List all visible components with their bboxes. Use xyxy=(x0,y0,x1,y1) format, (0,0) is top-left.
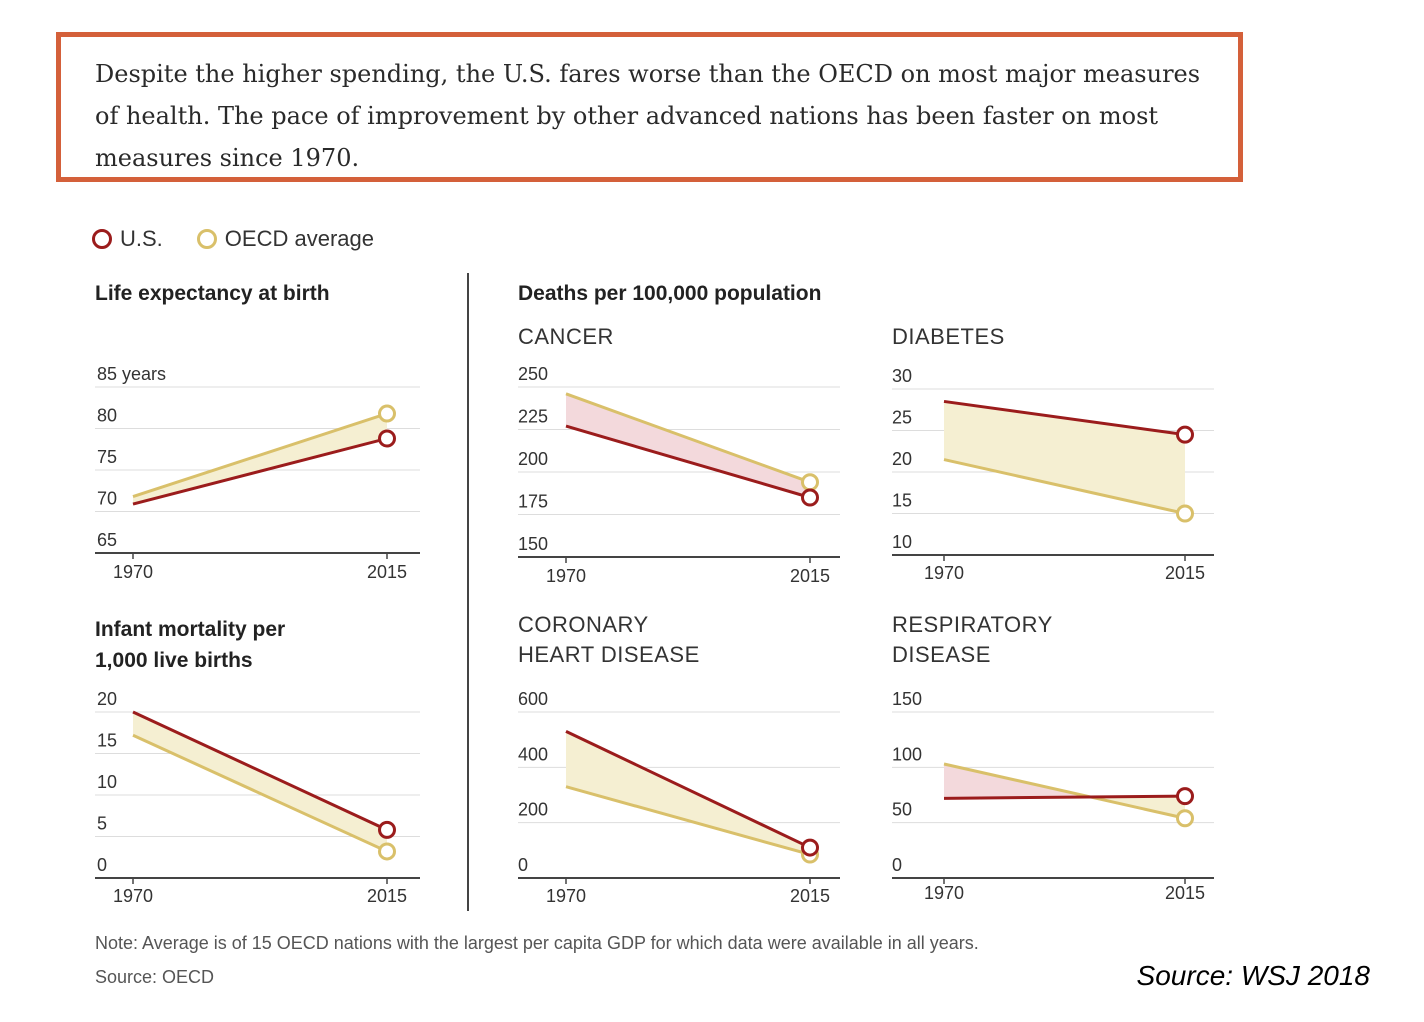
diabetes-oecd-point xyxy=(1176,504,1194,523)
coronary-us-point xyxy=(801,838,819,857)
infant-gap-area xyxy=(133,712,387,852)
diabetes-oecd-line xyxy=(943,458,1186,515)
infant-xtick-label: 2015 xyxy=(367,886,407,906)
diabetes-gap-area xyxy=(944,401,1185,514)
respiratory-ytick-label: 150 xyxy=(892,689,922,709)
subheading-coronary-line2: HEART DISEASE xyxy=(518,642,700,667)
legend-item-oecd: OECD average xyxy=(196,226,374,252)
infant-oecd-line xyxy=(132,733,388,853)
diabetes-us-line xyxy=(943,399,1186,437)
life-xtick-label: 2015 xyxy=(367,562,407,582)
callout-box: Despite the higher spending, the U.S. fa… xyxy=(56,32,1243,182)
respiratory-xtick-label: 2015 xyxy=(1165,883,1205,903)
legend-item-us: U.S. xyxy=(92,226,163,252)
cancer-oecd-point xyxy=(801,473,819,492)
diabetes-us-point xyxy=(1176,425,1194,444)
cancer-ytick-label: 225 xyxy=(518,407,548,427)
panel-divider xyxy=(467,273,469,911)
infant-oecd-point xyxy=(378,842,396,861)
legend: U.S. OECD average xyxy=(92,226,408,252)
respiratory-oecd-line xyxy=(943,762,1186,820)
diabetes-ytick-label: 20 xyxy=(892,449,912,469)
diabetes-ytick-label: 15 xyxy=(892,491,912,511)
life-oecd-point xyxy=(378,404,396,423)
cancer-xtick-label: 1970 xyxy=(546,566,586,586)
life-xtick-label: 1970 xyxy=(113,562,153,582)
diabetes-ytick-label: 30 xyxy=(892,366,912,386)
life-ytick-label: 80 xyxy=(97,406,117,426)
respiratory-ytick-label: 100 xyxy=(892,744,922,764)
cancer-ytick-label: 175 xyxy=(518,492,548,512)
legend-label-oecd: OECD average xyxy=(224,226,374,251)
subheading-respiratory-line1: RESPIRATORY xyxy=(892,612,1053,637)
legend-label-us: U.S. xyxy=(120,226,163,251)
heading-infant-line1: Infant mortality per xyxy=(95,618,286,641)
respiratory-oecd-point xyxy=(1176,809,1194,828)
respiratory-ytick-label: 50 xyxy=(892,800,912,820)
diabetes-xtick-label: 2015 xyxy=(1165,563,1205,583)
heading-infant-line2: 1,000 live births xyxy=(95,649,253,672)
respiratory-ytick-label: 0 xyxy=(892,855,902,875)
cancer-ytick-label: 150 xyxy=(518,534,548,554)
respiratory-us-line xyxy=(943,794,1186,800)
coronary-oecd-line xyxy=(565,785,811,856)
respiratory-xtick-label: 1970 xyxy=(924,883,964,903)
coronary-xtick-label: 2015 xyxy=(790,886,830,906)
infant-ytick-label: 10 xyxy=(97,772,117,792)
infant-ytick-label: 15 xyxy=(97,731,117,751)
infant-ytick-label: 0 xyxy=(97,855,107,875)
life-oecd-line xyxy=(132,412,388,498)
cancer-gap-area xyxy=(566,393,810,498)
infant-ytick-label: 20 xyxy=(97,689,117,709)
coronary-ytick-label: 400 xyxy=(518,744,548,764)
us-marker-icon xyxy=(92,229,112,249)
infant-us-line xyxy=(132,710,388,832)
footnote: Note: Average is of 15 OECD nations with… xyxy=(95,933,979,953)
coronary-gap-area xyxy=(566,731,810,855)
coronary-us-line xyxy=(565,730,811,849)
cancer-xtick-label: 2015 xyxy=(790,566,830,586)
subheading-diabetes: DIABETES xyxy=(892,324,1005,349)
diabetes-xtick-label: 1970 xyxy=(924,563,964,583)
heading-life-expectancy: Life expectancy at birth xyxy=(95,282,330,305)
callout-text: Despite the higher spending, the U.S. fa… xyxy=(95,60,1201,172)
cancer-us-line xyxy=(565,424,811,499)
infant-xtick-label: 1970 xyxy=(113,886,153,906)
coronary-ytick-label: 600 xyxy=(518,689,548,709)
credit-note: Source: WSJ 2018 xyxy=(1136,960,1370,991)
heading-deaths: Deaths per 100,000 population xyxy=(518,282,822,305)
oecd-marker-icon xyxy=(196,229,217,249)
coronary-ytick-label: 0 xyxy=(518,855,528,875)
source-note: Source: OECD xyxy=(95,967,215,987)
cancer-oecd-line xyxy=(565,392,811,484)
respiratory-us-point xyxy=(1176,787,1194,806)
infant-ytick-label: 5 xyxy=(97,814,107,834)
life-ytick-label: 85 years xyxy=(97,364,166,384)
subheading-cancer: CANCER xyxy=(518,324,614,349)
diabetes-ytick-label: 25 xyxy=(892,408,912,428)
cancer-ytick-label: 200 xyxy=(518,449,548,469)
infant-us-point xyxy=(378,820,396,839)
diabetes-ytick-label: 10 xyxy=(892,532,912,552)
cancer-ytick-label: 250 xyxy=(518,364,548,384)
coronary-xtick-label: 1970 xyxy=(546,886,586,906)
cancer-us-point xyxy=(801,488,819,507)
life-ytick-label: 65 xyxy=(97,530,117,550)
subheading-coronary-line1: CORONARY xyxy=(518,612,649,637)
life-ytick-label: 75 xyxy=(97,447,117,467)
coronary-ytick-label: 200 xyxy=(518,800,548,820)
life-gap-area xyxy=(133,413,387,505)
life-us-line xyxy=(132,437,388,506)
life-us-point xyxy=(378,429,396,448)
subheading-respiratory-line2: DISEASE xyxy=(892,642,991,667)
life-ytick-label: 70 xyxy=(97,489,117,509)
